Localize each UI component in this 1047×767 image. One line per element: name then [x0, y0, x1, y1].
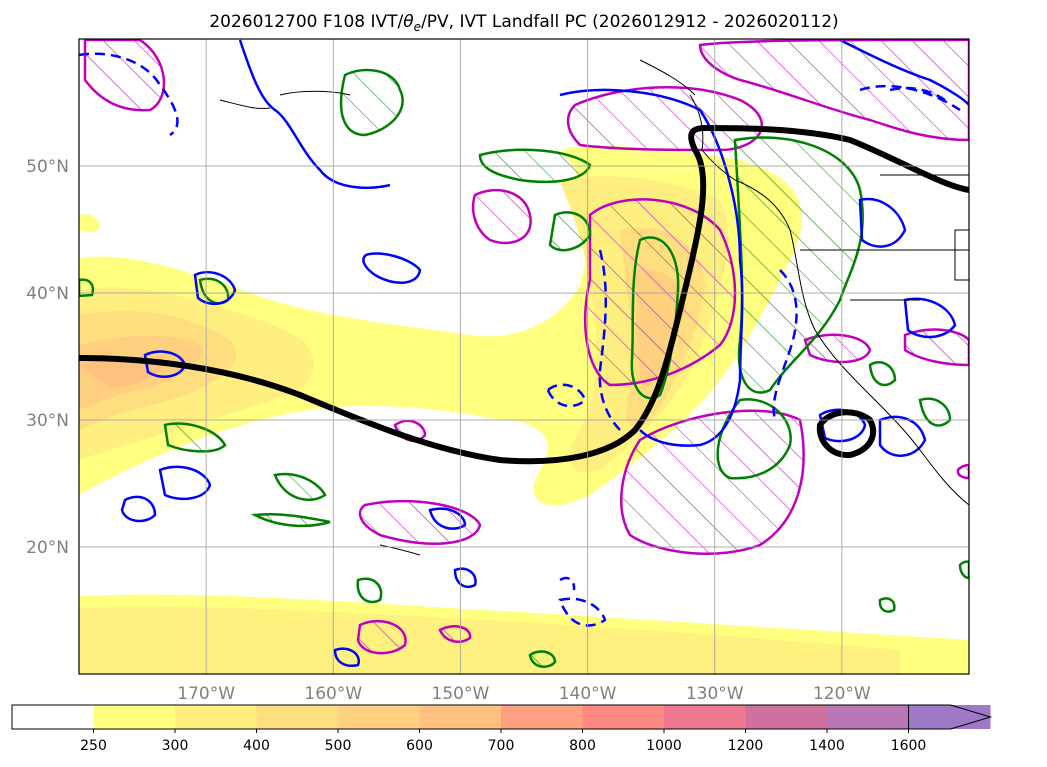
colorbar-segment [664, 705, 746, 729]
colorbar-tick-label: 1600 [891, 738, 927, 754]
colorbar-segment [582, 705, 665, 729]
colorbar-segment [338, 705, 420, 729]
landfall-line [79, 124, 969, 465]
colorbar-frame [11, 704, 909, 730]
colorbar-segment [175, 705, 257, 729]
colorbar-tick-label: 1200 [728, 738, 764, 754]
colorbar-segment [93, 705, 176, 729]
colorbar-tick-label: 800 [569, 738, 596, 754]
lon-tick-label: 130°W [686, 684, 744, 704]
lon-tick-label: 150°W [432, 684, 490, 704]
gridlines [79, 39, 969, 674]
lat-tick-label: 30°N [26, 411, 69, 431]
colorbar-tick-label: 500 [325, 738, 352, 754]
lon-tick-labels: 170°W 160°W 150°W 140°W 130°W 120°W [177, 684, 871, 704]
lon-tick-label: 120°W [813, 684, 871, 704]
colorbar-tick-label: 1000 [646, 738, 682, 754]
lat-tick-label: 40°N [26, 284, 69, 304]
colorbar-tick-label: 300 [162, 738, 189, 754]
colorbar-segment [419, 705, 502, 729]
colorbar-segment [501, 705, 583, 729]
theta-e-contours-solid [120, 39, 969, 667]
theta-e-contours-dashed [79, 52, 961, 627]
colorbar-segment [745, 705, 828, 729]
lon-tick-label: 140°W [559, 684, 617, 704]
map-frame [78, 38, 970, 675]
colorbar-tick-label: 400 [243, 738, 270, 754]
chart-title: 2026012700 F108 IVT/θe/PV, IVT Landfall … [209, 12, 838, 34]
colorbar-tick-labels: 250 300 400 500 600 700 800 1000 1200 1400 1600 [80, 738, 926, 754]
colorbar-tick-label: 250 [80, 738, 107, 754]
colorbar-segment [827, 705, 909, 729]
map-area [79, 39, 969, 674]
lat-tick-label: 20°N [26, 538, 69, 558]
ivt-shading-south [79, 594, 969, 674]
colorbar-tick-label: 1400 [809, 738, 845, 754]
colorbar-segment [256, 705, 339, 729]
colorbar-segment [12, 705, 94, 729]
colorbar-tick-label: 700 [488, 738, 515, 754]
lat-tick-labels: 20°N 30°N 40°N 50°N [26, 157, 69, 558]
lat-tick-label: 50°N [26, 157, 69, 177]
colorbar [11, 704, 993, 733]
lon-tick-label: 170°W [177, 684, 235, 704]
lon-tick-label: 160°W [304, 684, 362, 704]
colorbar-tick-label: 600 [406, 738, 433, 754]
